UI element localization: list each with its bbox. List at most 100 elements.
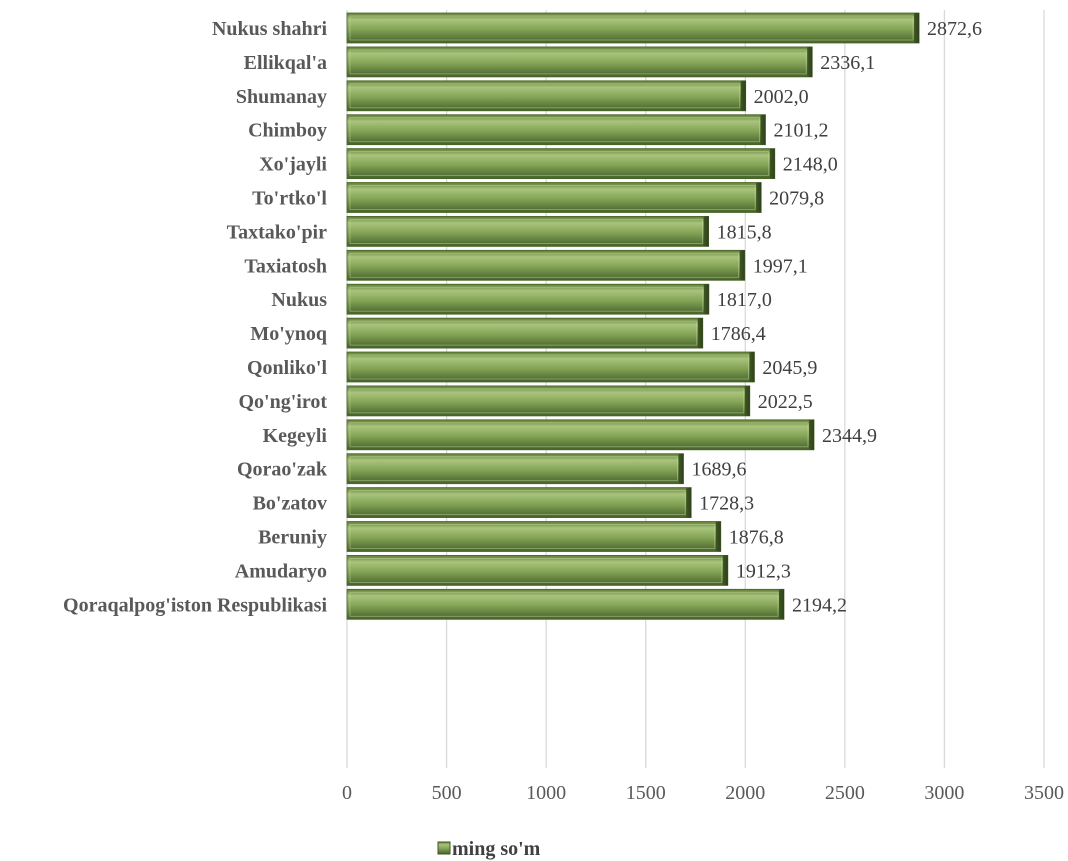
value-label: 2872,6: [927, 18, 982, 40]
bar: [346, 80, 747, 112]
x-tick-label: 3500: [1024, 782, 1064, 804]
bar-end-cap: [744, 385, 750, 416]
bar-end-cap: [749, 352, 755, 382]
bar-end-cap: [769, 148, 775, 179]
category-label: Amudaryo: [235, 560, 327, 582]
bar-end-cap: [756, 182, 762, 213]
value-label: 1876,8: [729, 527, 784, 549]
category-label: Beruniy: [258, 527, 327, 549]
value-label: 1997,1: [753, 255, 808, 277]
legend-swatch: [437, 841, 451, 855]
x-tick-label: 0: [342, 782, 352, 804]
value-label: 2336,1: [820, 52, 875, 74]
value-labels: 2872,6 2336,1 2002,0 2101,2 2148,0 2079,8 1815…: [691, 18, 982, 616]
bar-end-cap: [703, 284, 709, 315]
bar-end-cap: [715, 521, 721, 552]
bar: [346, 12, 920, 44]
category-label: Bo'zatov: [253, 493, 327, 515]
bar: [346, 114, 766, 146]
bar: [346, 215, 710, 247]
bar: [346, 283, 710, 315]
bar-end-cap: [778, 589, 784, 620]
category-label: Qo'ng'irot: [238, 391, 327, 413]
bar: [346, 351, 755, 383]
category-label: Kegeyli: [263, 425, 328, 447]
value-label: 2344,9: [822, 425, 877, 447]
category-label: Taxiatosh: [244, 255, 327, 277]
category-label: Nukus shahri: [212, 18, 328, 40]
bar-end-cap: [760, 114, 766, 145]
value-label: 2194,2: [792, 594, 847, 616]
bar-bevel: [349, 185, 756, 210]
category-label: Qonliko'l: [247, 357, 327, 379]
bar-bevel: [349, 49, 807, 75]
category-label: Mo'ynoq: [250, 323, 327, 345]
value-label: 2045,9: [762, 357, 817, 379]
x-tick-label: 500: [432, 782, 462, 804]
value-label: 1786,4: [711, 323, 766, 345]
category-label: To'rtko'l: [252, 188, 327, 210]
x-tick-label: 2500: [825, 782, 865, 804]
x-tick-label: 3000: [924, 782, 964, 804]
bar-bevel: [349, 252, 740, 278]
category-label: Chimboy: [248, 120, 327, 142]
category-label: Nukus: [271, 289, 327, 311]
bar-bevel: [349, 218, 704, 244]
value-label: 1728,3: [699, 493, 754, 515]
bar-bevel: [349, 286, 704, 312]
bar-end-cap: [914, 13, 920, 43]
bar-end-cap: [722, 555, 728, 586]
bars: [346, 12, 920, 620]
bar: [346, 182, 762, 213]
bar-bevel: [349, 591, 779, 617]
x-tick-label: 1000: [526, 782, 566, 804]
bar-bevel: [349, 83, 741, 109]
legend-label: ming so'm: [452, 838, 541, 860]
bar-end-cap: [808, 419, 814, 450]
value-label: 2101,2: [773, 120, 828, 142]
bar-bevel: [349, 558, 723, 583]
value-label: 1689,6: [691, 459, 746, 481]
value-label: 1815,8: [717, 221, 772, 243]
bar-end-cap: [697, 318, 703, 349]
bar-bevel: [349, 490, 686, 516]
legend: ming so'm: [437, 838, 541, 860]
bar: [346, 521, 722, 552]
category-label: Shumanay: [236, 86, 327, 108]
bar: [346, 46, 813, 78]
category-label: Taxtako'pir: [227, 221, 328, 243]
bar: [346, 317, 704, 349]
bar-end-cap: [678, 453, 684, 484]
bar: [346, 249, 746, 281]
value-label: 2022,5: [758, 391, 813, 413]
bar-bevel: [349, 151, 770, 177]
category-label: Xo'jayli: [259, 154, 327, 176]
category-label: Qoraqalpog'iston Respublikasi: [63, 594, 327, 616]
value-label: 1817,0: [717, 289, 772, 311]
bar: [346, 419, 815, 451]
bar-end-cap: [740, 80, 746, 111]
bar: [346, 385, 751, 417]
bar: [346, 555, 729, 586]
bar-end-cap: [739, 250, 745, 281]
value-label: 1912,3: [736, 560, 791, 582]
category-label: Ellikqal'a: [244, 52, 327, 74]
value-label: 2148,0: [783, 154, 838, 176]
bar-bevel: [349, 456, 678, 482]
bar-bevel: [349, 388, 745, 414]
bar-bevel: [349, 320, 698, 346]
category-label: Qorao'zak: [237, 459, 328, 481]
x-tick-label: 1500: [626, 782, 666, 804]
bar-bevel: [349, 117, 760, 143]
value-label: 2002,0: [754, 86, 809, 108]
bar: [346, 588, 785, 620]
bar-end-cap: [686, 487, 692, 518]
x-axis-ticks: 0 500 1000 1500 2000 2500 3000 3500: [342, 782, 1064, 804]
bar: [346, 453, 684, 485]
bar: [346, 148, 776, 180]
bar: [346, 487, 692, 519]
bar-end-cap: [807, 46, 813, 77]
bar-bevel: [349, 354, 749, 380]
category-labels: Nukus shahri Ellikqal'a Shumanay Chimboy Xo'…: [63, 18, 328, 616]
